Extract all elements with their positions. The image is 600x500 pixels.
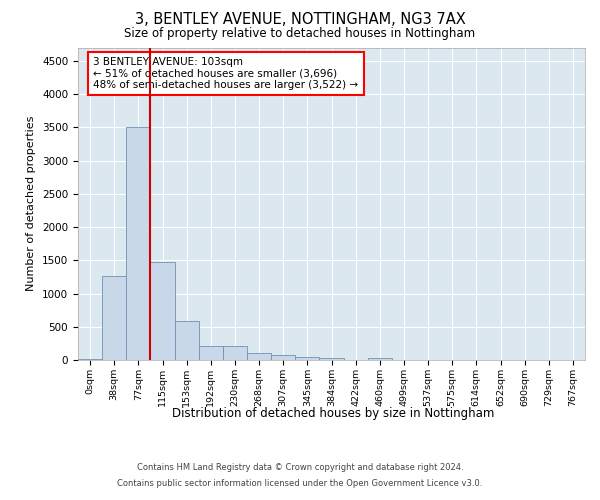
Bar — [271, 356, 295, 360]
Text: 3 BENTLEY AVENUE: 103sqm
← 51% of detached houses are smaller (3,696)
48% of sem: 3 BENTLEY AVENUE: 103sqm ← 51% of detach… — [93, 57, 358, 90]
Bar — [102, 276, 126, 360]
Text: Contains HM Land Registry data © Crown copyright and database right 2024.: Contains HM Land Registry data © Crown c… — [137, 464, 463, 472]
Y-axis label: Number of detached properties: Number of detached properties — [26, 116, 37, 292]
Bar — [295, 356, 319, 360]
Bar — [175, 322, 199, 360]
Bar — [247, 353, 271, 360]
Bar — [319, 358, 344, 360]
Text: Contains public sector information licensed under the Open Government Licence v3: Contains public sector information licen… — [118, 478, 482, 488]
Bar — [151, 262, 175, 360]
Bar — [199, 346, 223, 360]
Text: Distribution of detached houses by size in Nottingham: Distribution of detached houses by size … — [172, 408, 494, 420]
Bar — [223, 346, 247, 360]
Bar — [368, 358, 392, 360]
Text: 3, BENTLEY AVENUE, NOTTINGHAM, NG3 7AX: 3, BENTLEY AVENUE, NOTTINGHAM, NG3 7AX — [134, 12, 466, 28]
Bar — [126, 128, 151, 360]
Text: Size of property relative to detached houses in Nottingham: Size of property relative to detached ho… — [124, 28, 476, 40]
